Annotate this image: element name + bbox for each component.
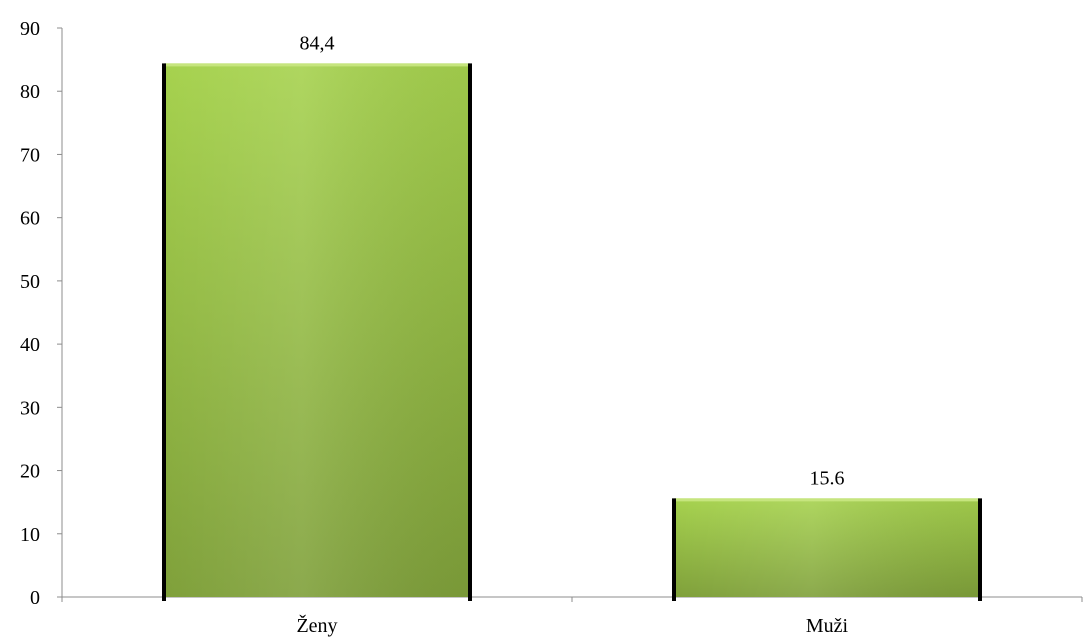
x-axis: Ženy Muži (61, 596, 1083, 637)
bar-value-label: 84,4 (300, 32, 335, 54)
bar-right-edge (468, 63, 472, 602)
category-label: Muži (806, 615, 849, 637)
y-tick-label: 20 (20, 461, 40, 483)
bars (162, 63, 982, 602)
bar-right-edge (978, 498, 982, 601)
bar-shine (164, 63, 470, 598)
y-tick-label: 40 (20, 334, 40, 356)
bar-left-edge (162, 63, 166, 602)
y-tick-label: 0 (30, 587, 40, 609)
y-axis: 0 10 20 30 40 50 60 70 80 90 (20, 18, 63, 609)
bar-top-highlight (166, 63, 468, 67)
bar-2 (672, 498, 982, 601)
category-label: Ženy (296, 614, 337, 637)
y-tick-label: 90 (20, 18, 40, 40)
y-tick-label: 70 (20, 144, 40, 166)
bar-top-highlight (676, 498, 978, 502)
y-tick-label: 50 (20, 271, 40, 293)
bar-1 (162, 63, 472, 602)
bar-value-label: 15.6 (810, 467, 845, 489)
data-labels: 84,4 15.6 (300, 32, 845, 489)
bar-shine (674, 498, 980, 597)
bar-left-edge (672, 498, 676, 601)
y-tick-label: 30 (20, 397, 40, 419)
y-tick-label: 10 (20, 524, 40, 546)
y-tick-label: 60 (20, 208, 40, 230)
y-tick-label: 80 (20, 81, 40, 103)
